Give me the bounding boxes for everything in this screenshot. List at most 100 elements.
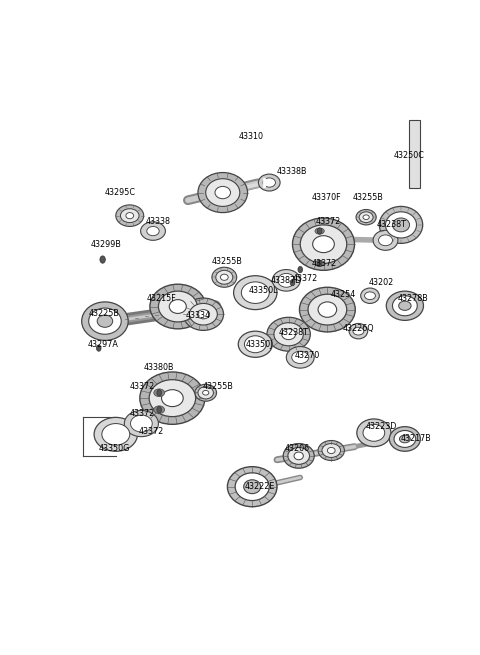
Text: 43217B: 43217B [401,434,432,443]
Ellipse shape [244,336,266,353]
Ellipse shape [131,415,152,432]
Ellipse shape [353,328,364,335]
Text: 43297A: 43297A [87,340,118,348]
Ellipse shape [124,411,158,437]
Ellipse shape [235,473,269,500]
Ellipse shape [198,386,214,399]
Ellipse shape [220,274,228,280]
Text: 43370F: 43370F [312,193,341,202]
Ellipse shape [140,372,205,424]
Text: 43295C: 43295C [104,188,135,197]
Ellipse shape [292,218,355,271]
Text: 43202: 43202 [369,278,394,287]
Text: 43278B: 43278B [397,293,428,303]
Ellipse shape [312,236,335,253]
Ellipse shape [393,296,417,316]
Ellipse shape [147,227,159,236]
Ellipse shape [154,406,165,413]
Text: 43387D: 43387D [271,276,302,285]
Ellipse shape [393,218,409,232]
Ellipse shape [278,273,295,288]
Ellipse shape [120,209,139,223]
Text: 43255B: 43255B [353,193,384,202]
Text: 43238T: 43238T [376,220,406,229]
Ellipse shape [234,276,277,310]
Text: 43372: 43372 [292,274,318,284]
Ellipse shape [272,270,300,291]
Circle shape [157,390,162,396]
Ellipse shape [195,384,216,402]
Ellipse shape [322,443,340,457]
Text: 43372: 43372 [130,382,155,391]
Ellipse shape [399,435,410,443]
Circle shape [96,345,101,351]
Ellipse shape [327,447,335,454]
Text: 43225B: 43225B [89,309,120,318]
Ellipse shape [300,225,347,263]
Text: 43372: 43372 [316,217,341,225]
Ellipse shape [399,301,411,310]
Ellipse shape [116,205,144,227]
Circle shape [100,256,105,263]
Ellipse shape [212,267,237,288]
Text: 43215F: 43215F [147,293,177,303]
Ellipse shape [379,235,393,246]
Ellipse shape [315,260,324,267]
Ellipse shape [286,346,314,368]
Ellipse shape [300,288,355,332]
Ellipse shape [241,282,269,303]
Text: 43206: 43206 [285,443,310,453]
Text: 43250C: 43250C [393,151,424,160]
Ellipse shape [357,419,391,447]
Ellipse shape [315,228,324,234]
Ellipse shape [359,212,373,223]
Text: 43255B: 43255B [203,382,233,391]
Ellipse shape [158,291,197,322]
Ellipse shape [97,315,113,328]
Ellipse shape [360,288,379,303]
Ellipse shape [294,452,303,460]
Ellipse shape [385,212,417,238]
Circle shape [317,228,322,234]
Ellipse shape [365,292,375,299]
Text: 43254: 43254 [330,290,356,299]
Ellipse shape [263,178,276,187]
Circle shape [317,260,322,267]
Ellipse shape [373,231,398,250]
Text: 43238T: 43238T [278,328,309,337]
Ellipse shape [89,308,121,334]
Ellipse shape [183,298,224,330]
Ellipse shape [102,424,130,445]
Circle shape [298,267,302,272]
Ellipse shape [150,284,206,329]
Ellipse shape [386,291,423,320]
Circle shape [290,280,295,286]
Ellipse shape [308,294,347,325]
Text: 43255B: 43255B [211,257,242,267]
Ellipse shape [244,479,261,494]
Text: 43222E: 43222E [244,482,275,491]
Ellipse shape [190,303,217,325]
Ellipse shape [288,447,310,464]
Text: 43270: 43270 [295,351,320,360]
Ellipse shape [363,215,369,219]
Ellipse shape [141,222,166,240]
Text: 43338B: 43338B [277,166,308,176]
Ellipse shape [267,317,311,351]
Ellipse shape [215,187,230,198]
Text: 43372: 43372 [130,409,155,418]
Text: 43380B: 43380B [144,363,174,372]
Ellipse shape [197,310,210,319]
Ellipse shape [356,210,376,225]
Ellipse shape [394,430,416,447]
Text: 43350J: 43350J [246,340,274,348]
Text: 43334: 43334 [186,311,211,320]
Text: 43299B: 43299B [91,240,122,249]
Text: 43226Q: 43226Q [343,324,374,333]
Text: 43310: 43310 [238,132,263,141]
Ellipse shape [203,390,209,395]
Text: 43372: 43372 [312,259,337,268]
Ellipse shape [149,380,196,417]
Ellipse shape [292,351,309,364]
Ellipse shape [274,323,303,346]
